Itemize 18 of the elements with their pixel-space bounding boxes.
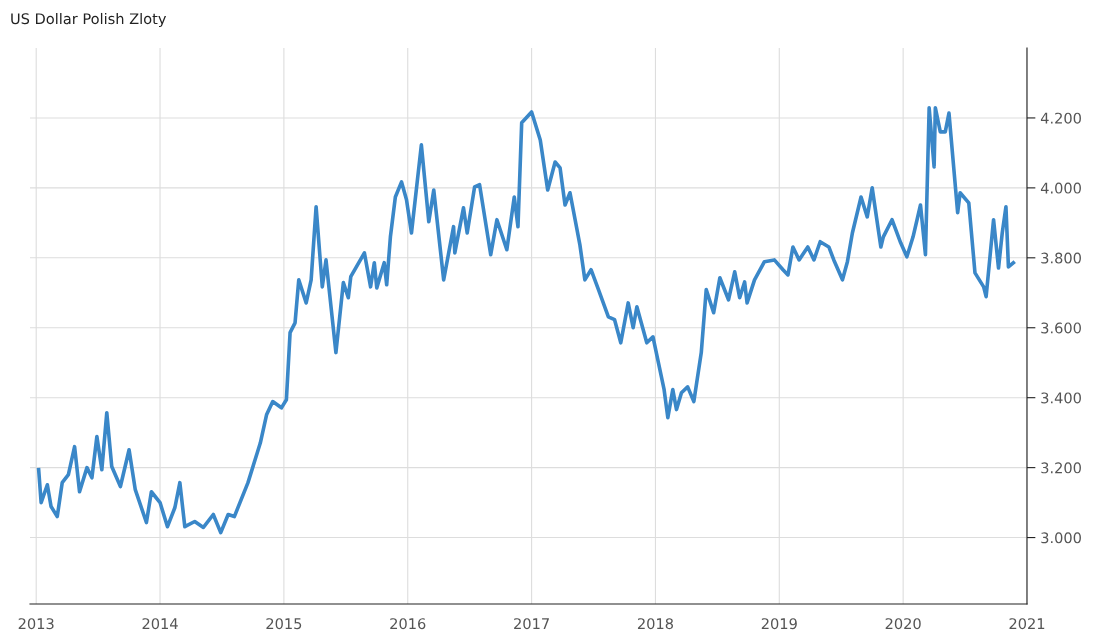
y-tick-label: 3.000 xyxy=(1041,532,1081,544)
x-tick-label: 2020 xyxy=(885,618,921,630)
y-tick-label: 4.200 xyxy=(1040,112,1081,124)
y-tick-label: 3.400 xyxy=(1041,392,1081,404)
y-tick-label: 3.200 xyxy=(1041,462,1081,474)
y-tick-label: 4.000 xyxy=(1040,182,1081,194)
x-tick-label: 2014 xyxy=(142,618,178,630)
line-series xyxy=(36,105,1016,535)
x-tick-label: 2016 xyxy=(390,618,426,630)
chart-title: US Dollar Polish Zloty xyxy=(11,12,167,28)
x-tick-label: 2013 xyxy=(18,618,54,630)
x-tick-label: 2018 xyxy=(637,618,674,630)
y-tick-label: 3.600 xyxy=(1041,322,1081,334)
x-tick-label: 2021 xyxy=(1009,618,1045,630)
y-tick-label: 3.800 xyxy=(1041,252,1081,264)
x-tick-label: 2017 xyxy=(514,618,549,630)
x-tick-label: 2019 xyxy=(761,618,797,630)
x-tick-label: 2015 xyxy=(266,618,302,630)
